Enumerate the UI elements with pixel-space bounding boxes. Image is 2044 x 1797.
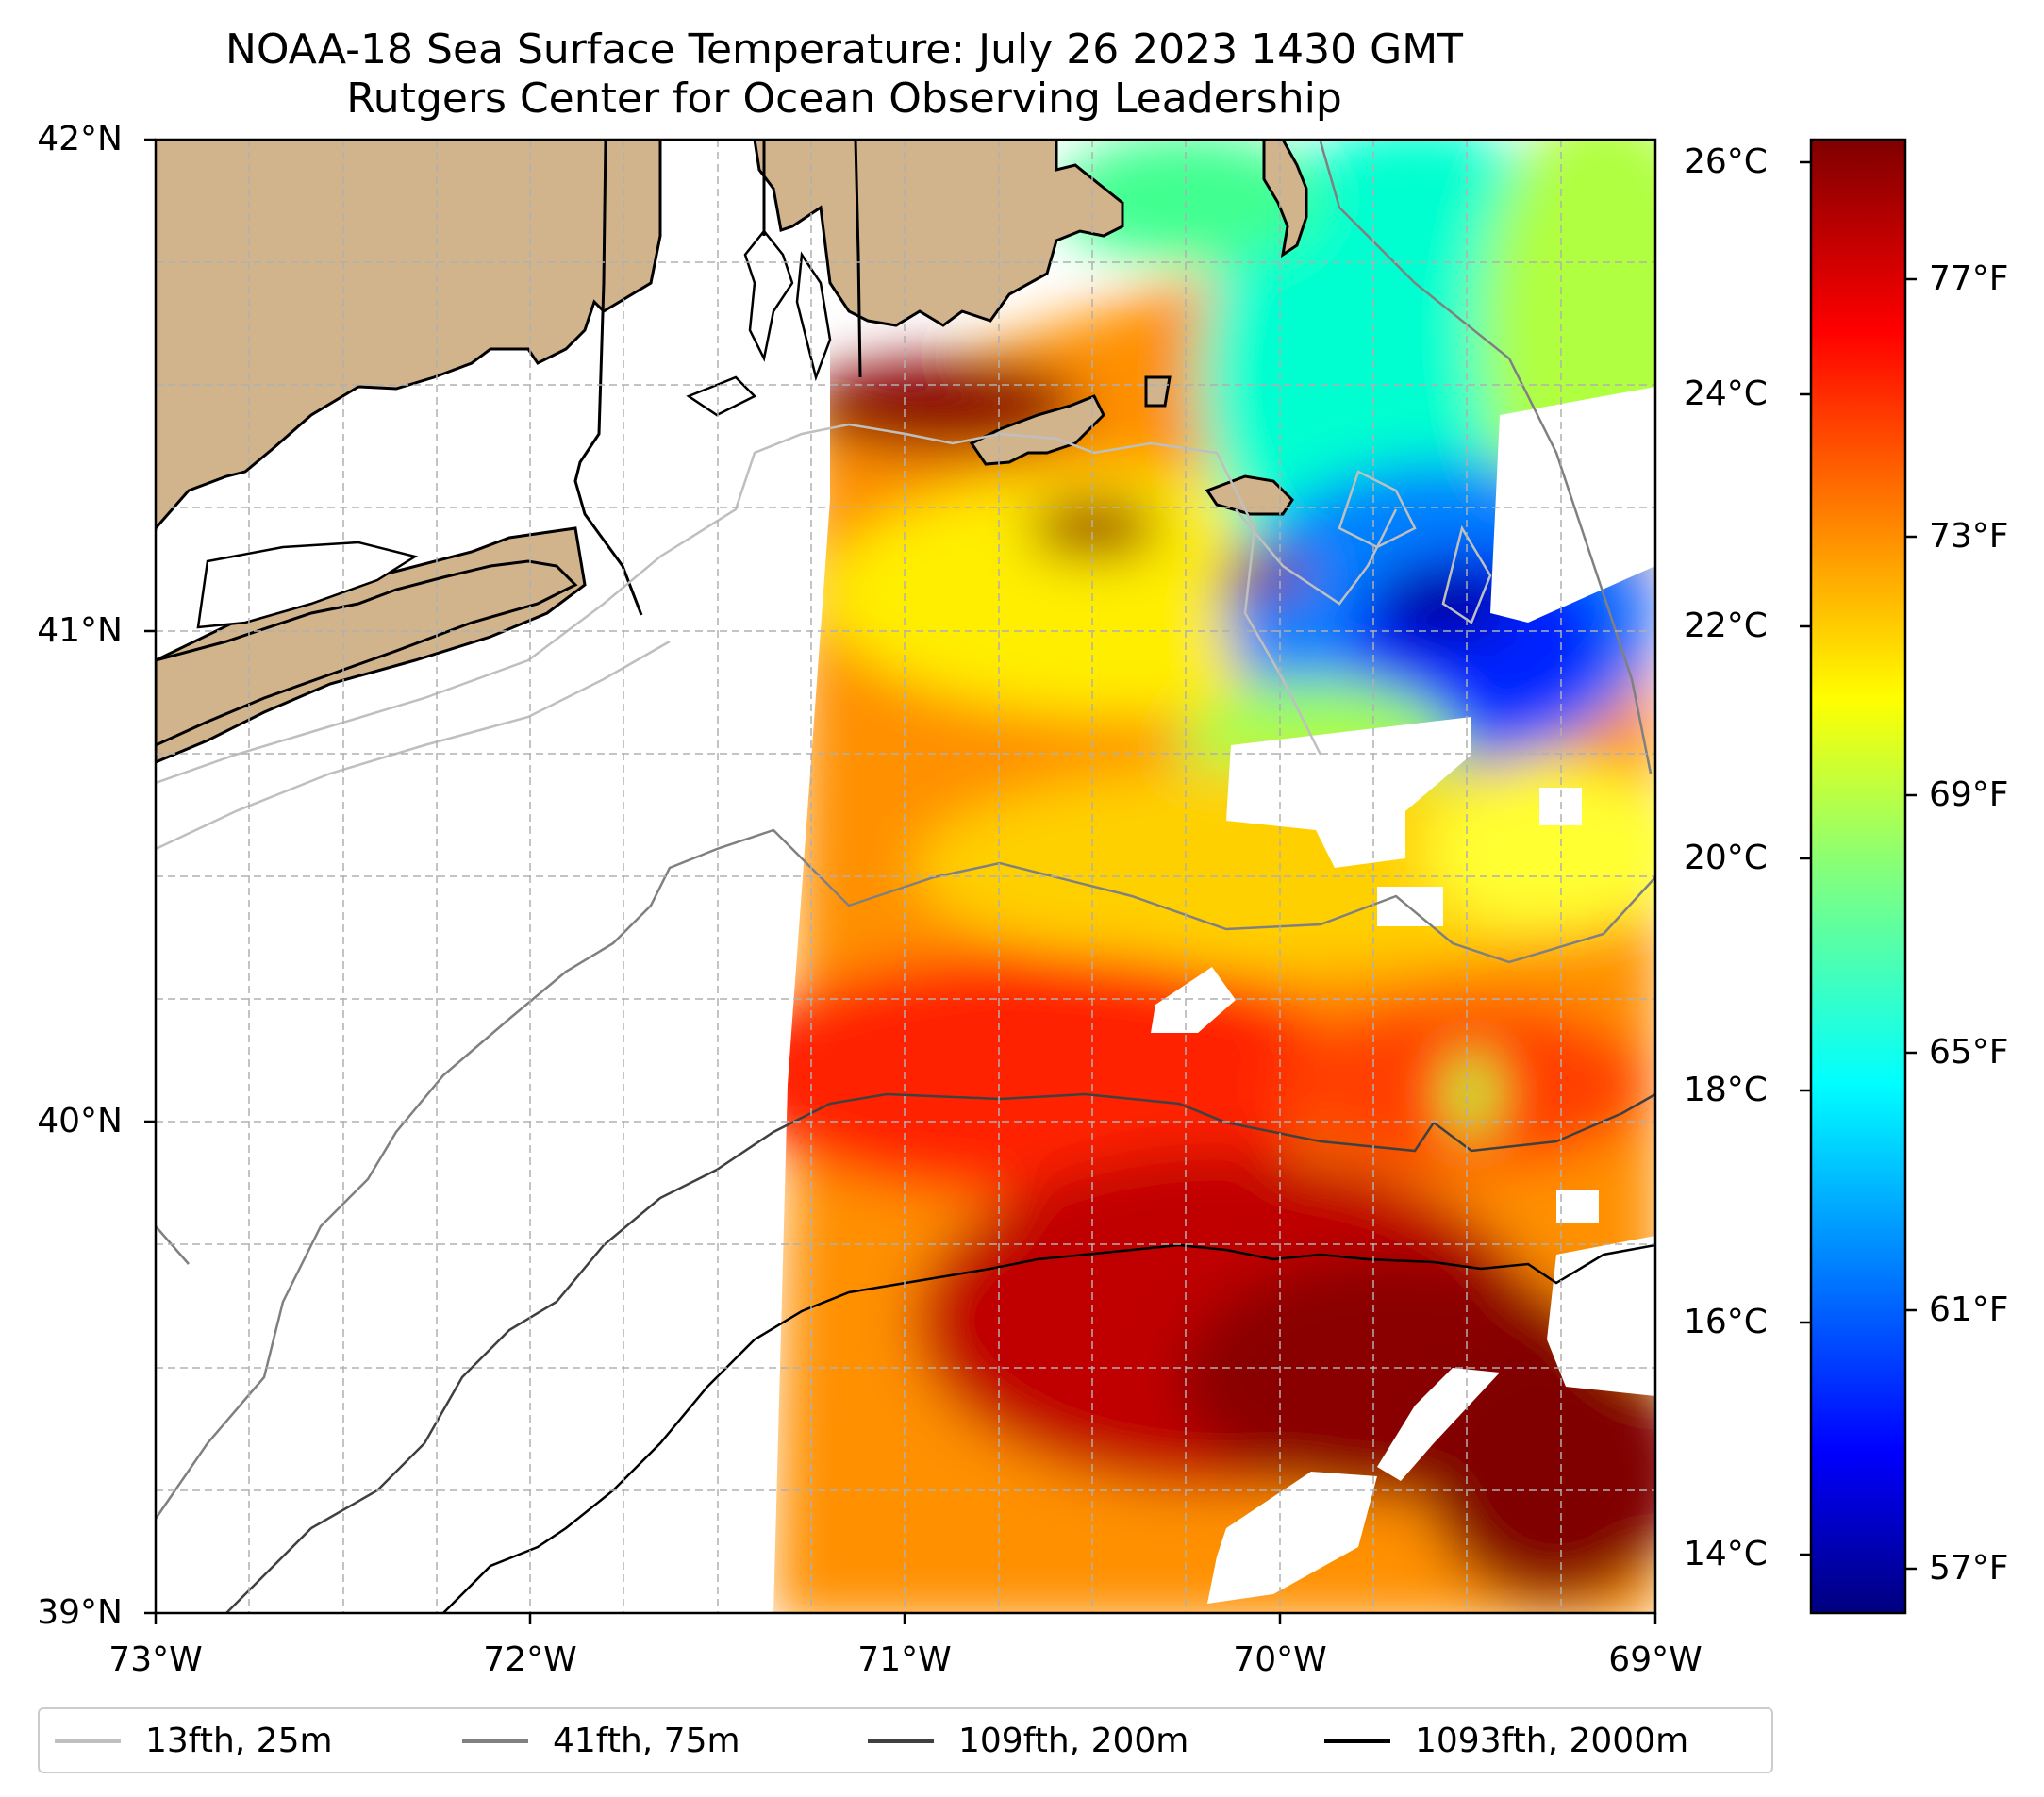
- colorbar-ticks: [1800, 160, 1917, 1571]
- colorbar-fahrenheit-label: 65°F: [1929, 1033, 2009, 1072]
- lat-tick-label: 41°N: [37, 611, 123, 650]
- colorbar-fahrenheit-label: 57°F: [1929, 1549, 2009, 1588]
- lat-tick-label: 39°N: [37, 1593, 123, 1632]
- lon-tick-label: 73°W: [108, 1640, 203, 1679]
- legend-label: 1093fth, 2000m: [1415, 1722, 1689, 1760]
- legend-swatch: [1324, 1739, 1390, 1743]
- lon-tick-label: 72°W: [483, 1640, 577, 1679]
- lon-tick-label: 70°W: [1233, 1640, 1327, 1679]
- contour-legend: 13fth, 25m 41fth, 75m 109fth, 200m 1093f…: [38, 1707, 1773, 1773]
- lon-tick-label: 69°W: [1608, 1640, 1703, 1679]
- colorbar-celsius-label: 16°C: [1684, 1303, 1768, 1341]
- colorbar-celsius-label: 18°C: [1684, 1071, 1768, 1109]
- long-island: [156, 559, 578, 747]
- long-island-sound: [196, 541, 419, 629]
- colorbar-celsius-label: 14°C: [1684, 1535, 1768, 1573]
- gridlines: [156, 140, 1655, 1613]
- colorbar-fahrenheit-label: 77°F: [1929, 259, 2009, 298]
- colorbar-celsius-label: 20°C: [1684, 839, 1768, 877]
- state-borders: [573, 140, 862, 616]
- legend-label: 13fth, 25m: [145, 1722, 333, 1760]
- axis-ticks: [144, 138, 1657, 1624]
- chart-title-line1: NOAA-18 Sea Surface Temperature: July 26…: [224, 25, 1464, 74]
- colorbar-fahrenheit-label: 61°F: [1929, 1290, 2009, 1329]
- legend-swatch: [55, 1739, 121, 1743]
- lon-tick-label: 71°W: [857, 1640, 952, 1679]
- legend-label: 109fth, 200m: [958, 1722, 1189, 1760]
- chart-title-line2: Rutgers Center for Ocean Observing Leade…: [346, 75, 1342, 123]
- colorbar: [1809, 138, 1907, 1615]
- colorbar-celsius-label: 26°C: [1684, 142, 1768, 181]
- legend-swatch: [868, 1739, 934, 1743]
- legend-swatch: [462, 1739, 528, 1743]
- lat-tick-label: 40°N: [37, 1102, 123, 1140]
- contour-25m: [156, 423, 1492, 851]
- lat-tick-label: 42°N: [37, 120, 123, 158]
- colorbar-fahrenheit-label: 69°F: [1929, 775, 2009, 814]
- legend-label: 41fth, 75m: [553, 1722, 740, 1760]
- colorbar-fahrenheit-label: 73°F: [1929, 517, 2009, 556]
- colorbar-celsius-label: 22°C: [1684, 607, 1768, 645]
- contour-200m: [225, 1092, 1655, 1613]
- colorbar-celsius-label: 24°C: [1684, 374, 1768, 413]
- contour-75m: [156, 141, 1655, 1520]
